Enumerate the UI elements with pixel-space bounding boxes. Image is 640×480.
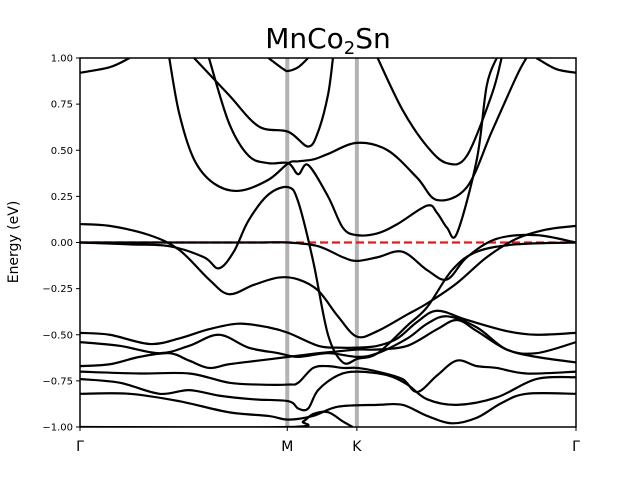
- band-line-7: [80, 222, 576, 339]
- y-tick-label-1: 0.75: [51, 100, 73, 111]
- band-line-13: [193, 58, 335, 148]
- kpoint-label-2: K: [352, 439, 362, 455]
- band-line-5: [80, 315, 576, 358]
- band-line-15: [376, 58, 503, 166]
- y-tick-label-6: −0.50: [42, 330, 73, 341]
- band-line-12: [80, 58, 131, 74]
- title-subscript: 2: [344, 38, 355, 59]
- band-line-10: [207, 58, 498, 239]
- band-line-14: [267, 58, 309, 73]
- chart-title: MnCo2Sn: [265, 22, 391, 59]
- title-suffix: Sn: [355, 22, 391, 55]
- band-line-1: [80, 392, 576, 425]
- kpoint-label-3: Γ: [572, 439, 580, 455]
- band-line-9: [80, 233, 576, 281]
- band-line-6: [80, 309, 576, 349]
- y-tick-label-5: −0.25: [42, 284, 73, 295]
- y-axis-ticks: 1.00 0.75 0.50 0.25 0.00 −0.25 −0.50 −0.75 −1.00: [42, 54, 80, 434]
- band-lines-layer: [80, 58, 576, 427]
- band-line-2: [80, 370, 576, 412]
- kpoint-label-1: M: [281, 439, 293, 455]
- y-tick-label-0: 1.00: [51, 54, 73, 65]
- band-line-3: [80, 359, 576, 394]
- band-line-16: [535, 58, 576, 74]
- band-line-11: [168, 58, 528, 202]
- y-axis-label: Energy (eV): [6, 201, 22, 284]
- y-tick-label-4: 0.00: [51, 238, 73, 249]
- band-line-0: [80, 410, 354, 427]
- y-tick-label-2: 0.50: [51, 146, 73, 157]
- y-tick-label-7: −0.75: [42, 376, 73, 387]
- y-tick-label-3: 0.25: [51, 192, 73, 203]
- kpoint-label-0: Γ: [76, 439, 84, 455]
- title-prefix: MnCo: [265, 22, 344, 55]
- band-line-8: [80, 185, 576, 365]
- y-tick-label-8: −1.00: [42, 423, 73, 434]
